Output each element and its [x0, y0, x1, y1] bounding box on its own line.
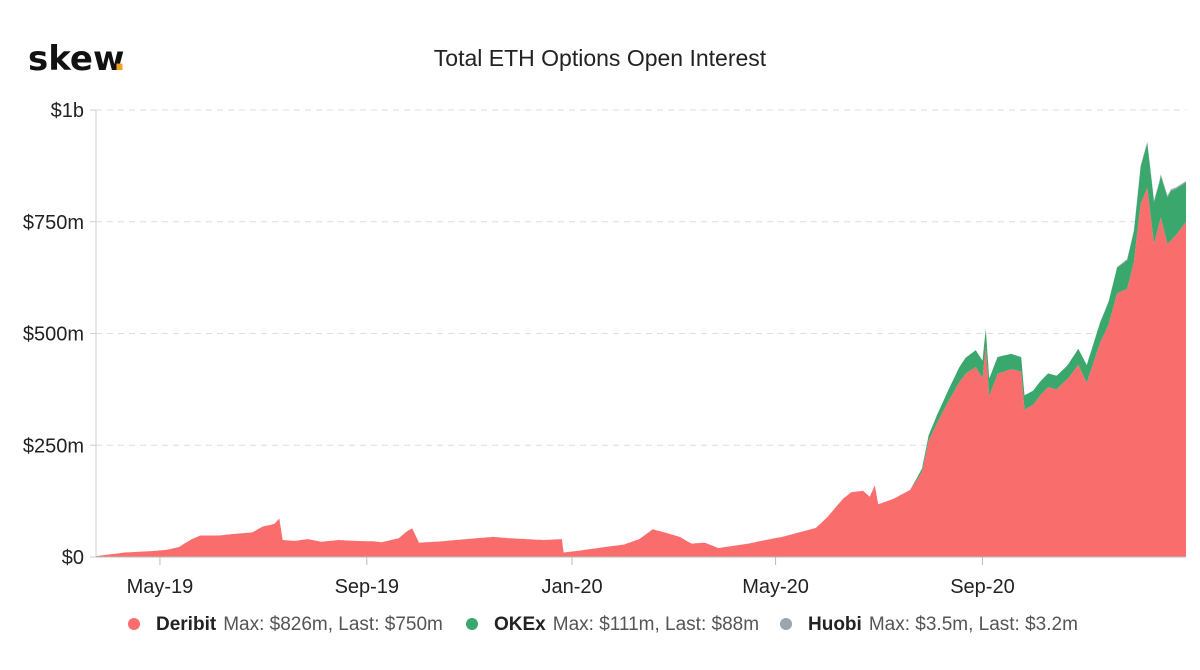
legend[interactable]: Deribit Max: $826m, Last: $750m OKEx Max: $…: [128, 614, 1078, 635]
y-axis-tick-labels: $0 $250m $500m $750m $1b: [23, 100, 96, 569]
brand-dot: .: [113, 39, 126, 79]
brand-name: skew: [28, 39, 124, 79]
series-areas: [96, 141, 1186, 558]
y-tick-label: $750m: [23, 212, 84, 234]
legend-series-name: OKEx: [494, 614, 546, 635]
y-tick-label: $500m: [23, 324, 84, 346]
y-tick-label: $250m: [23, 435, 84, 457]
y-tick-label: $0: [62, 547, 84, 569]
legend-series-name: Deribit: [156, 614, 217, 635]
legend-series-stats: Max: $111m, Last: $88m: [553, 614, 759, 635]
legend-marker: [780, 618, 792, 630]
x-tick-label: May-20: [742, 576, 809, 598]
series-area-deribit: [96, 187, 1186, 558]
brand-logo: skew .: [28, 39, 126, 79]
legend-item-deribit[interactable]: Deribit Max: $826m, Last: $750m: [128, 614, 443, 635]
legend-series-stats: Max: $3.5m, Last: $3.2m: [869, 614, 1078, 635]
legend-series-stats: Max: $826m, Last: $750m: [223, 614, 443, 635]
x-tick-label: Sep-20: [950, 576, 1015, 598]
legend-item-okex[interactable]: OKEx Max: $111m, Last: $88m: [466, 614, 759, 635]
x-tick-label: Jan-20: [541, 576, 602, 598]
x-axis-ticks: May-19 Sep-19 Jan-20 May-20 Sep-20: [127, 557, 1015, 598]
y-tick-label: $1b: [51, 100, 84, 122]
grid-lines: [96, 109, 1186, 446]
x-tick-label: May-19: [127, 576, 194, 598]
x-tick-label: Sep-19: [335, 576, 400, 598]
legend-item-huobi[interactable]: Huobi Max: $3.5m, Last: $3.2m: [780, 614, 1078, 635]
legend-marker: [128, 618, 140, 630]
chart-title: Total ETH Options Open Interest: [434, 45, 767, 71]
legend-marker: [466, 618, 478, 630]
legend-series-name: Huobi: [808, 614, 862, 635]
